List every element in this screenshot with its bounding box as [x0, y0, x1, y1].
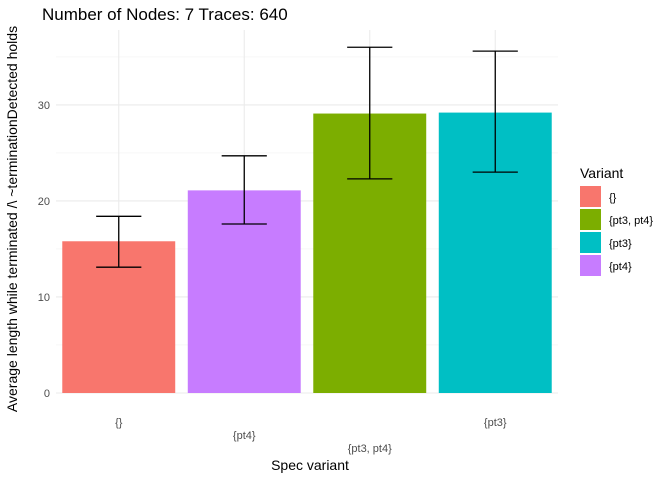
- y-tick-label: 0: [44, 388, 50, 400]
- legend-swatch: [580, 186, 601, 207]
- y-axis-title: Average length while terminated /\ ~term…: [4, 26, 20, 412]
- legend-swatch: [580, 232, 601, 253]
- error-bar: [472, 50, 518, 173]
- legend-label: {pt3}: [609, 238, 632, 250]
- x-axis-ticks: {} {pt4} {pt3, pt4} {pt3}: [115, 417, 507, 455]
- error-bar: [347, 46, 393, 180]
- y-tick-label: 10: [38, 292, 50, 304]
- error-bars: [96, 46, 518, 268]
- legend-title: Variant: [580, 165, 623, 181]
- y-tick-label: 30: [38, 100, 50, 112]
- x-tick-label: {}: [115, 417, 123, 429]
- x-tick-label: {pt3, pt4}: [348, 443, 392, 455]
- y-tick-label: 20: [38, 196, 50, 208]
- x-tick-label: {pt3}: [484, 417, 507, 429]
- legend-label: {pt3, pt4}: [609, 215, 653, 227]
- x-tick-label: {pt4}: [233, 430, 256, 442]
- legend-label: {}: [609, 192, 617, 204]
- bars: [62, 112, 552, 394]
- legend-label: {pt4}: [609, 261, 632, 273]
- error-bar: [221, 155, 267, 225]
- legend: Variant {} {pt3, pt4} {pt3} {pt4}: [580, 165, 653, 276]
- chart-title: Number of Nodes: 7 Traces: 640: [42, 5, 288, 24]
- y-axis-ticks: 0 10 20 30: [38, 100, 50, 400]
- error-bar: [96, 215, 142, 268]
- legend-swatch: [580, 209, 601, 230]
- legend-swatch: [580, 255, 601, 276]
- x-axis-title: Spec variant: [271, 457, 349, 473]
